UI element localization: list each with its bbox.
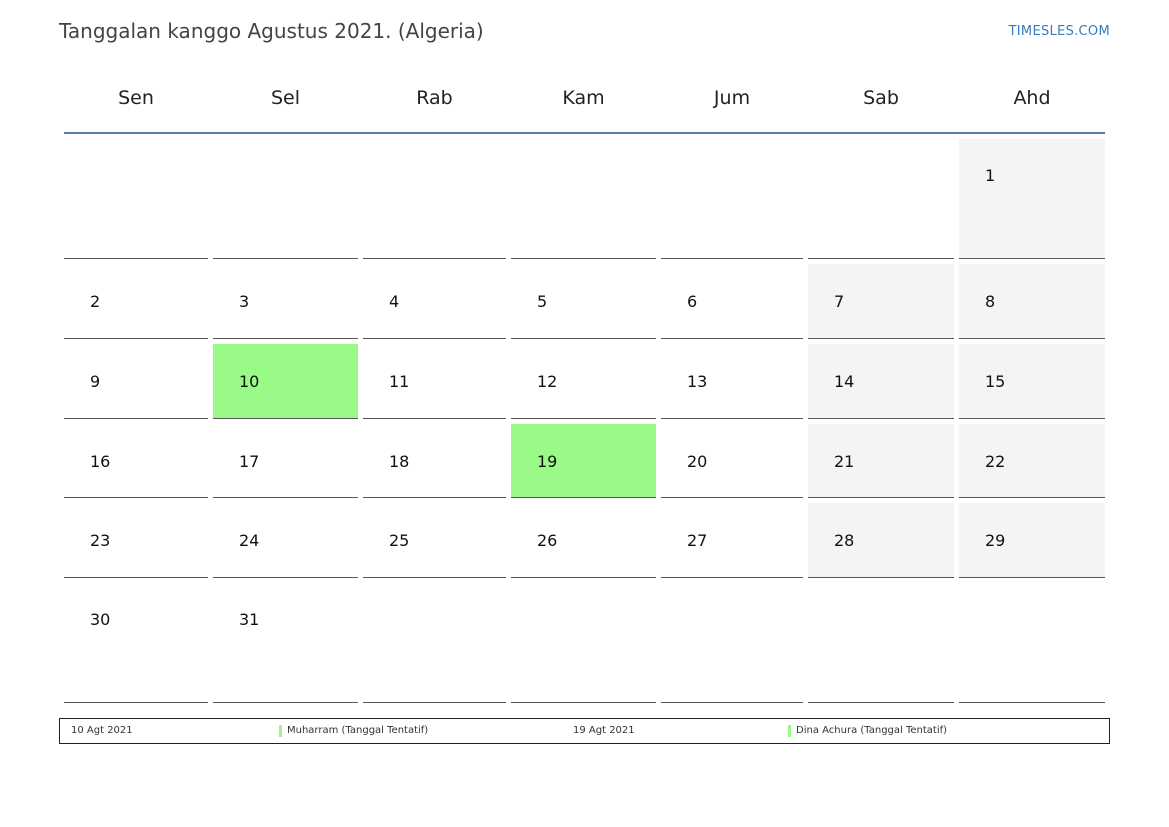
page-title: Tanggalan kanggo Agustus 2021. (Algeria) bbox=[59, 19, 484, 43]
day-cell[interactable]: 25 bbox=[363, 503, 506, 578]
day-number: 14 bbox=[834, 372, 855, 391]
day-cell[interactable]: 12 bbox=[511, 344, 656, 419]
day-cell[interactable]: 30 bbox=[64, 583, 208, 703]
legend-date: 19 Agt 2021 bbox=[573, 725, 635, 736]
legend-date: 10 Agt 2021 bbox=[71, 725, 133, 736]
weekday-label: Sel bbox=[270, 87, 301, 109]
day-number: 22 bbox=[985, 452, 1006, 471]
day-cell[interactable]: 14 bbox=[808, 344, 954, 419]
day-cell[interactable]: 1 bbox=[959, 139, 1105, 259]
legend-holiday-name: Dina Achura (Tanggal Tentatif) bbox=[796, 725, 948, 736]
weekday-label: Kam bbox=[562, 87, 605, 109]
day-number: 20 bbox=[687, 452, 708, 471]
day-cell[interactable]: 15 bbox=[959, 344, 1105, 419]
day-cell[interactable]: 6 bbox=[661, 264, 803, 339]
day-number: 13 bbox=[687, 372, 708, 391]
empty-day-cell bbox=[213, 139, 358, 259]
day-number: 5 bbox=[537, 292, 548, 311]
day-cell[interactable]: 13 bbox=[661, 344, 803, 419]
empty-day-cell bbox=[959, 583, 1105, 703]
legend-swatch bbox=[279, 725, 282, 737]
brand-link[interactable]: TIMESLES.COM bbox=[1008, 24, 1110, 39]
day-cell[interactable]: 7 bbox=[808, 264, 954, 339]
empty-day-cell bbox=[363, 139, 506, 259]
day-cell[interactable]: 4 bbox=[363, 264, 506, 339]
day-number: 19 bbox=[537, 452, 558, 471]
weekday-label: Ahd bbox=[1013, 87, 1051, 109]
day-number: 4 bbox=[389, 292, 400, 311]
day-number: 7 bbox=[834, 292, 845, 311]
weekday-label: Rab bbox=[416, 87, 453, 109]
weekday-label: Sab bbox=[863, 87, 899, 109]
day-number: 6 bbox=[687, 292, 698, 311]
day-number: 24 bbox=[239, 531, 260, 550]
empty-day-cell bbox=[661, 139, 803, 259]
day-cell[interactable]: 21 bbox=[808, 424, 954, 498]
day-number: 29 bbox=[985, 531, 1006, 550]
day-cell[interactable]: 5 bbox=[511, 264, 656, 339]
day-number: 11 bbox=[389, 372, 410, 391]
empty-day-cell bbox=[808, 139, 954, 259]
day-number: 27 bbox=[687, 531, 708, 550]
day-number: 30 bbox=[90, 610, 111, 629]
day-cell[interactable]: 24 bbox=[213, 503, 358, 578]
day-cell[interactable]: 31 bbox=[213, 583, 358, 703]
day-number: 15 bbox=[985, 372, 1006, 391]
day-cell[interactable]: 9 bbox=[64, 344, 208, 419]
day-number: 17 bbox=[239, 452, 260, 471]
day-cell[interactable]: 11 bbox=[363, 344, 506, 419]
day-cell[interactable]: 18 bbox=[363, 424, 506, 498]
day-number: 25 bbox=[389, 531, 410, 550]
day-cell[interactable]: 10 bbox=[213, 344, 358, 419]
day-cell[interactable]: 23 bbox=[64, 503, 208, 578]
day-number: 21 bbox=[834, 452, 855, 471]
holiday-legend: 10 Agt 2021 Muharram (Tanggal Tentatif) … bbox=[59, 718, 1110, 744]
day-cell[interactable]: 22 bbox=[959, 424, 1105, 498]
day-cell[interactable]: 3 bbox=[213, 264, 358, 339]
day-cell[interactable]: 16 bbox=[64, 424, 208, 498]
day-cell[interactable]: 29 bbox=[959, 503, 1105, 578]
day-number: 26 bbox=[537, 531, 558, 550]
empty-day-cell bbox=[661, 583, 803, 703]
day-number: 10 bbox=[239, 372, 260, 391]
day-cell[interactable]: 19 bbox=[511, 424, 656, 498]
day-number: 23 bbox=[90, 531, 111, 550]
day-cell[interactable]: 26 bbox=[511, 503, 656, 578]
day-number: 1 bbox=[985, 166, 996, 185]
weekday-label: Sen bbox=[118, 87, 154, 109]
day-number: 3 bbox=[239, 292, 250, 311]
day-number: 16 bbox=[90, 452, 111, 471]
day-cell[interactable]: 27 bbox=[661, 503, 803, 578]
day-number: 2 bbox=[90, 292, 101, 311]
day-cell[interactable]: 20 bbox=[661, 424, 803, 498]
day-number: 31 bbox=[239, 610, 260, 629]
empty-day-cell bbox=[808, 583, 954, 703]
day-number: 12 bbox=[537, 372, 558, 391]
empty-day-cell bbox=[511, 139, 656, 259]
weekday-header-row: Sen Sel Rab Kam Jum Sab Ahd bbox=[64, 64, 1105, 134]
empty-day-cell bbox=[511, 583, 656, 703]
day-cell[interactable]: 8 bbox=[959, 264, 1105, 339]
day-number: 28 bbox=[834, 531, 855, 550]
weekday-label: Jum bbox=[713, 87, 751, 109]
empty-day-cell bbox=[64, 139, 208, 259]
legend-holiday-name: Muharram (Tanggal Tentatif) bbox=[287, 725, 429, 736]
day-cell[interactable]: 17 bbox=[213, 424, 358, 498]
day-number: 9 bbox=[90, 372, 101, 391]
empty-day-cell bbox=[363, 583, 506, 703]
day-number: 18 bbox=[389, 452, 410, 471]
day-cell[interactable]: 2 bbox=[64, 264, 208, 339]
day-cell[interactable]: 28 bbox=[808, 503, 954, 578]
day-number: 8 bbox=[985, 292, 996, 311]
legend-swatch bbox=[788, 725, 791, 737]
